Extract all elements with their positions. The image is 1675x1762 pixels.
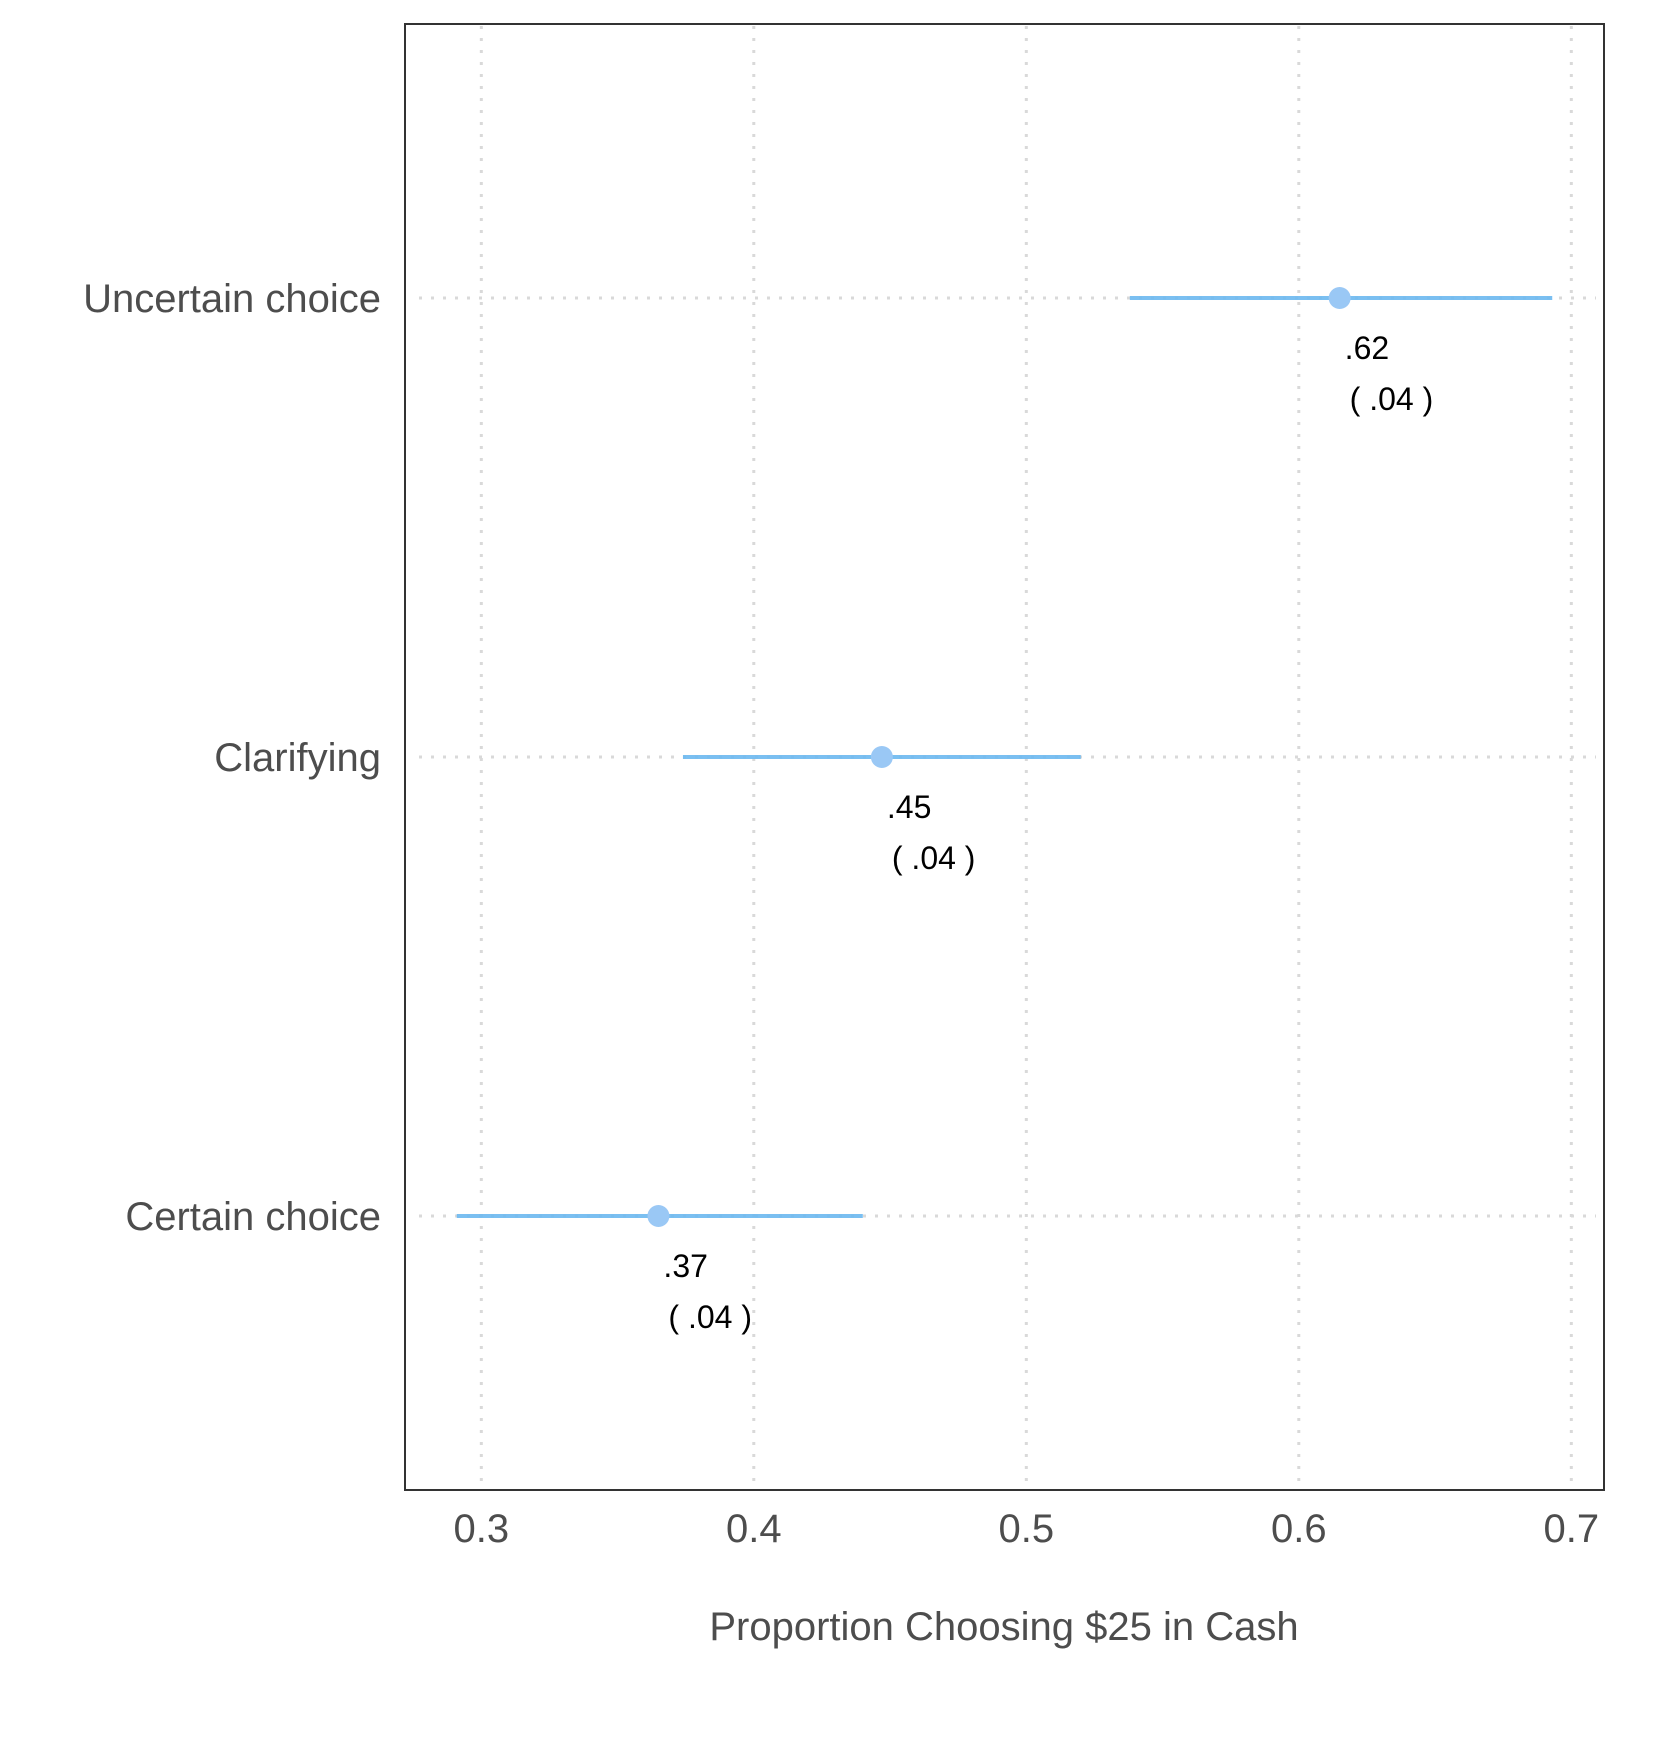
estimate-label: .45 (887, 789, 931, 825)
point-estimate (1328, 287, 1351, 309)
estimate-label: .62 (1345, 330, 1389, 366)
point-estimate (647, 1205, 670, 1227)
x-axis-title: Proportion Choosing $25 in Cash (709, 1605, 1298, 1649)
standard-error-label: ( .04 ) (892, 840, 976, 876)
plot-panel-border (404, 23, 1605, 1491)
x-tick-label: 0.5 (998, 1507, 1054, 1551)
x-tick-label: 0.7 (1543, 1507, 1599, 1551)
y-category-label: Uncertain choice (83, 277, 381, 321)
y-category-label: Certain choice (125, 1195, 381, 1239)
x-tick-label: 0.3 (453, 1507, 509, 1551)
point-estimate (870, 746, 893, 768)
y-axis-labels: Uncertain choice Clarifying Certain choice (83, 277, 381, 1239)
x-axis-tick-labels: 0.3 0.4 0.5 0.6 0.7 (453, 1507, 1599, 1551)
x-tick-label: 0.4 (726, 1507, 782, 1551)
estimate-label: .37 (663, 1248, 707, 1284)
standard-error-label: ( .04 ) (1350, 381, 1434, 417)
y-category-label: Clarifying (214, 736, 381, 780)
standard-error-label: ( .04 ) (668, 1299, 752, 1335)
data-marks: .62 ( .04 ) .45 ( .04 ) .37 ( .04 ) (456, 287, 1553, 1335)
x-tick-label: 0.6 (1271, 1507, 1327, 1551)
